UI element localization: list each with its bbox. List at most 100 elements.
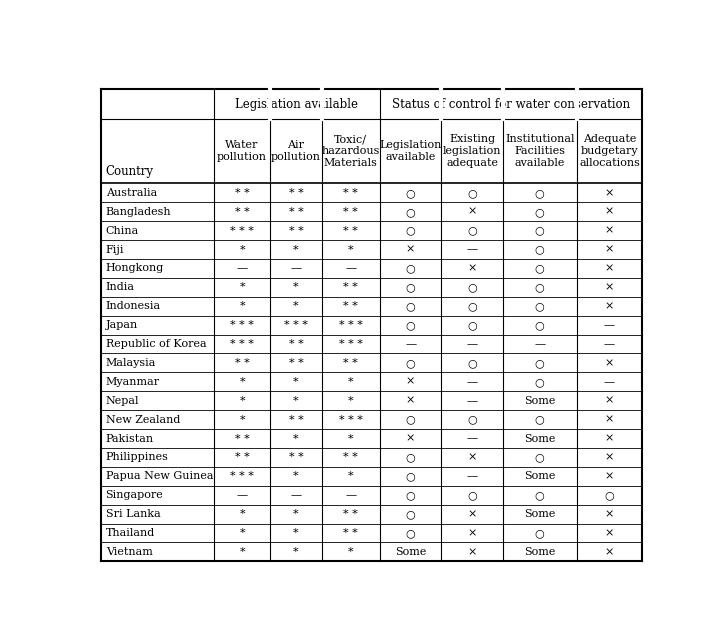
Text: Some: Some [524,547,555,557]
Text: ×: × [605,472,614,481]
Text: ×: × [467,263,477,273]
Text: *: * [239,509,245,519]
Text: Indonesia: Indonesia [106,301,161,311]
Text: Water
pollution: Water pollution [217,141,267,162]
Text: ×: × [605,452,614,463]
Text: ○: ○ [406,282,415,293]
Text: Legislation
available: Legislation available [379,141,442,162]
Text: —: — [237,490,248,500]
Text: ×: × [406,245,415,254]
Text: —: — [534,339,545,349]
Text: —: — [237,263,248,273]
Text: Pakistan: Pakistan [106,433,154,443]
Text: *: * [239,396,245,406]
Text: ○: ○ [406,509,415,519]
Text: —: — [467,433,477,443]
Text: * *: * * [289,415,303,425]
Text: ○: ○ [467,358,477,368]
Text: * *: * * [235,452,250,463]
Text: ○: ○ [467,188,477,198]
Text: * *: * * [343,301,358,311]
Text: Vietnam: Vietnam [106,547,153,557]
Text: —: — [467,472,477,481]
Text: —: — [346,490,356,500]
Text: * *: * * [289,207,303,217]
Text: * *: * * [343,207,358,217]
Text: Legislation available: Legislation available [235,98,359,111]
Text: ○: ○ [535,377,544,387]
Text: Thailand: Thailand [106,528,155,538]
Text: —: — [467,245,477,254]
Text: ○: ○ [535,245,544,254]
Text: Myanmar: Myanmar [106,377,160,387]
Text: *: * [348,396,354,406]
Text: ○: ○ [535,358,544,368]
Text: * *: * * [235,433,250,443]
Text: ×: × [605,263,614,273]
Text: Sri Lanka: Sri Lanka [106,509,161,519]
Text: ○: ○ [406,207,415,217]
Text: ○: ○ [535,415,544,425]
Text: ○: ○ [406,263,415,273]
Text: * *: * * [235,207,250,217]
Text: ×: × [605,226,614,236]
Text: *: * [293,282,299,293]
Text: * *: * * [343,282,358,293]
Text: ○: ○ [535,282,544,293]
Text: * *: * * [289,226,303,236]
Text: Japan: Japan [106,320,138,330]
Text: Country: Country [106,165,153,178]
Text: —: — [467,339,477,349]
Text: ○: ○ [406,320,415,330]
Text: Singapore: Singapore [106,490,163,500]
Text: ×: × [605,433,614,443]
Text: ×: × [467,207,477,217]
Text: *: * [348,472,354,481]
Text: —: — [346,263,356,273]
Text: ×: × [605,396,614,406]
Text: * *: * * [289,188,303,198]
Text: ×: × [605,358,614,368]
Text: —: — [604,339,615,349]
Text: *: * [348,245,354,254]
Text: Republic of Korea: Republic of Korea [106,339,206,349]
Text: Status of control for water conservation: Status of control for water conservation [392,98,630,111]
Text: Papua New Guinea: Papua New Guinea [106,472,213,481]
Text: —: — [604,377,615,387]
Text: *: * [348,547,354,557]
Text: ×: × [605,245,614,254]
Text: * *: * * [343,509,358,519]
Text: ○: ○ [535,301,544,311]
Text: —: — [604,320,615,330]
Text: Existing
legislation
adequate: Existing legislation adequate [443,134,501,169]
Text: ×: × [605,509,614,519]
Text: *: * [293,301,299,311]
Text: * * *: * * * [339,339,363,349]
Text: ○: ○ [467,301,477,311]
Text: —: — [467,396,477,406]
Text: * *: * * [343,452,358,463]
Text: ×: × [605,301,614,311]
Text: * *: * * [235,188,250,198]
Text: * * *: * * * [230,320,254,330]
Text: *: * [293,245,299,254]
Text: ○: ○ [535,188,544,198]
Text: *: * [239,415,245,425]
Text: ×: × [605,207,614,217]
Text: Malaysia: Malaysia [106,358,156,368]
Text: Some: Some [524,509,555,519]
Text: *: * [348,433,354,443]
Text: ○: ○ [535,452,544,463]
Text: *: * [348,377,354,387]
Text: ○: ○ [535,528,544,538]
Text: ○: ○ [406,188,415,198]
Text: *: * [239,245,245,254]
Text: ○: ○ [535,320,544,330]
Text: *: * [293,472,299,481]
Text: ×: × [467,528,477,538]
Text: —: — [467,377,477,387]
Text: ○: ○ [467,226,477,236]
Text: ×: × [605,415,614,425]
Text: ○: ○ [406,528,415,538]
Text: *: * [239,282,245,293]
